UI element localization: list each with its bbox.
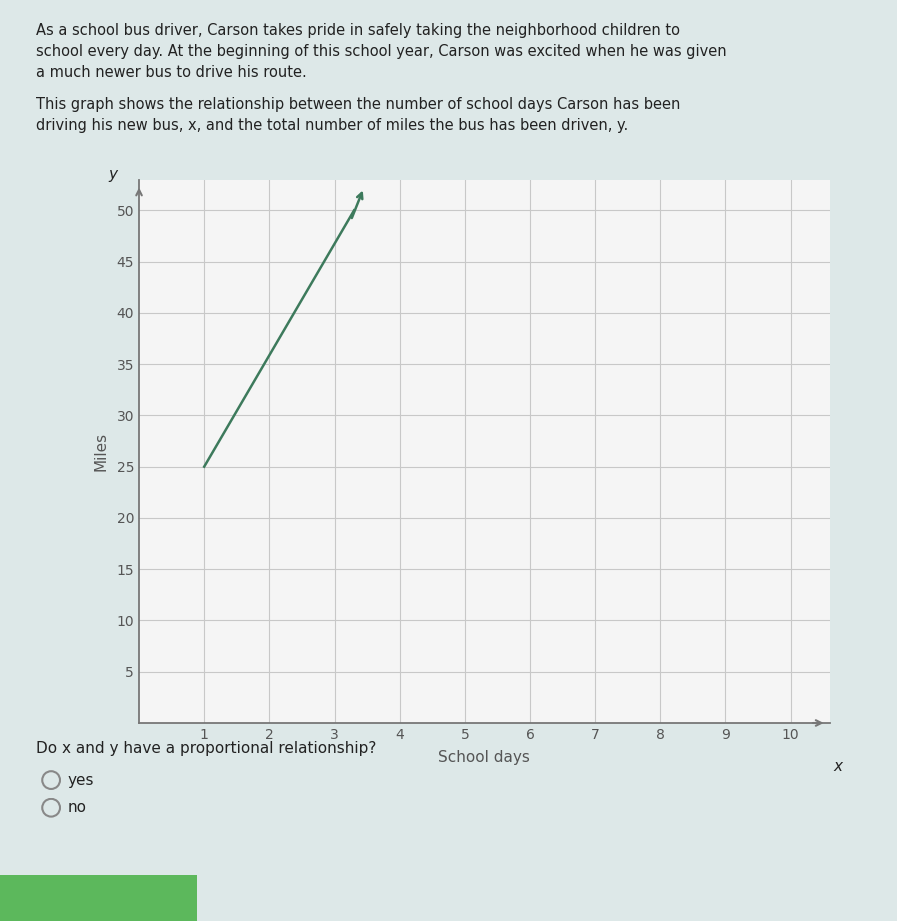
Text: This graph shows the relationship between the number of school days Carson has b: This graph shows the relationship betwee…: [36, 97, 680, 111]
X-axis label: School days: School days: [439, 751, 530, 765]
Text: school every day. At the beginning of this school year, Carson was excited when : school every day. At the beginning of th…: [36, 44, 727, 59]
Text: As a school bus driver, Carson takes pride in safely taking the neighborhood chi: As a school bus driver, Carson takes pri…: [36, 23, 680, 38]
Text: y: y: [109, 167, 118, 181]
Text: yes: yes: [67, 773, 94, 787]
Text: driving his new bus, x, and the total number of miles the bus has been driven, y: driving his new bus, x, and the total nu…: [36, 118, 628, 133]
Text: Do x and y have a proportional relationship?: Do x and y have a proportional relations…: [36, 741, 376, 756]
Y-axis label: Miles: Miles: [93, 432, 109, 471]
Text: x: x: [833, 759, 842, 774]
Text: a much newer bus to drive his route.: a much newer bus to drive his route.: [36, 65, 307, 80]
Text: no: no: [67, 800, 86, 815]
